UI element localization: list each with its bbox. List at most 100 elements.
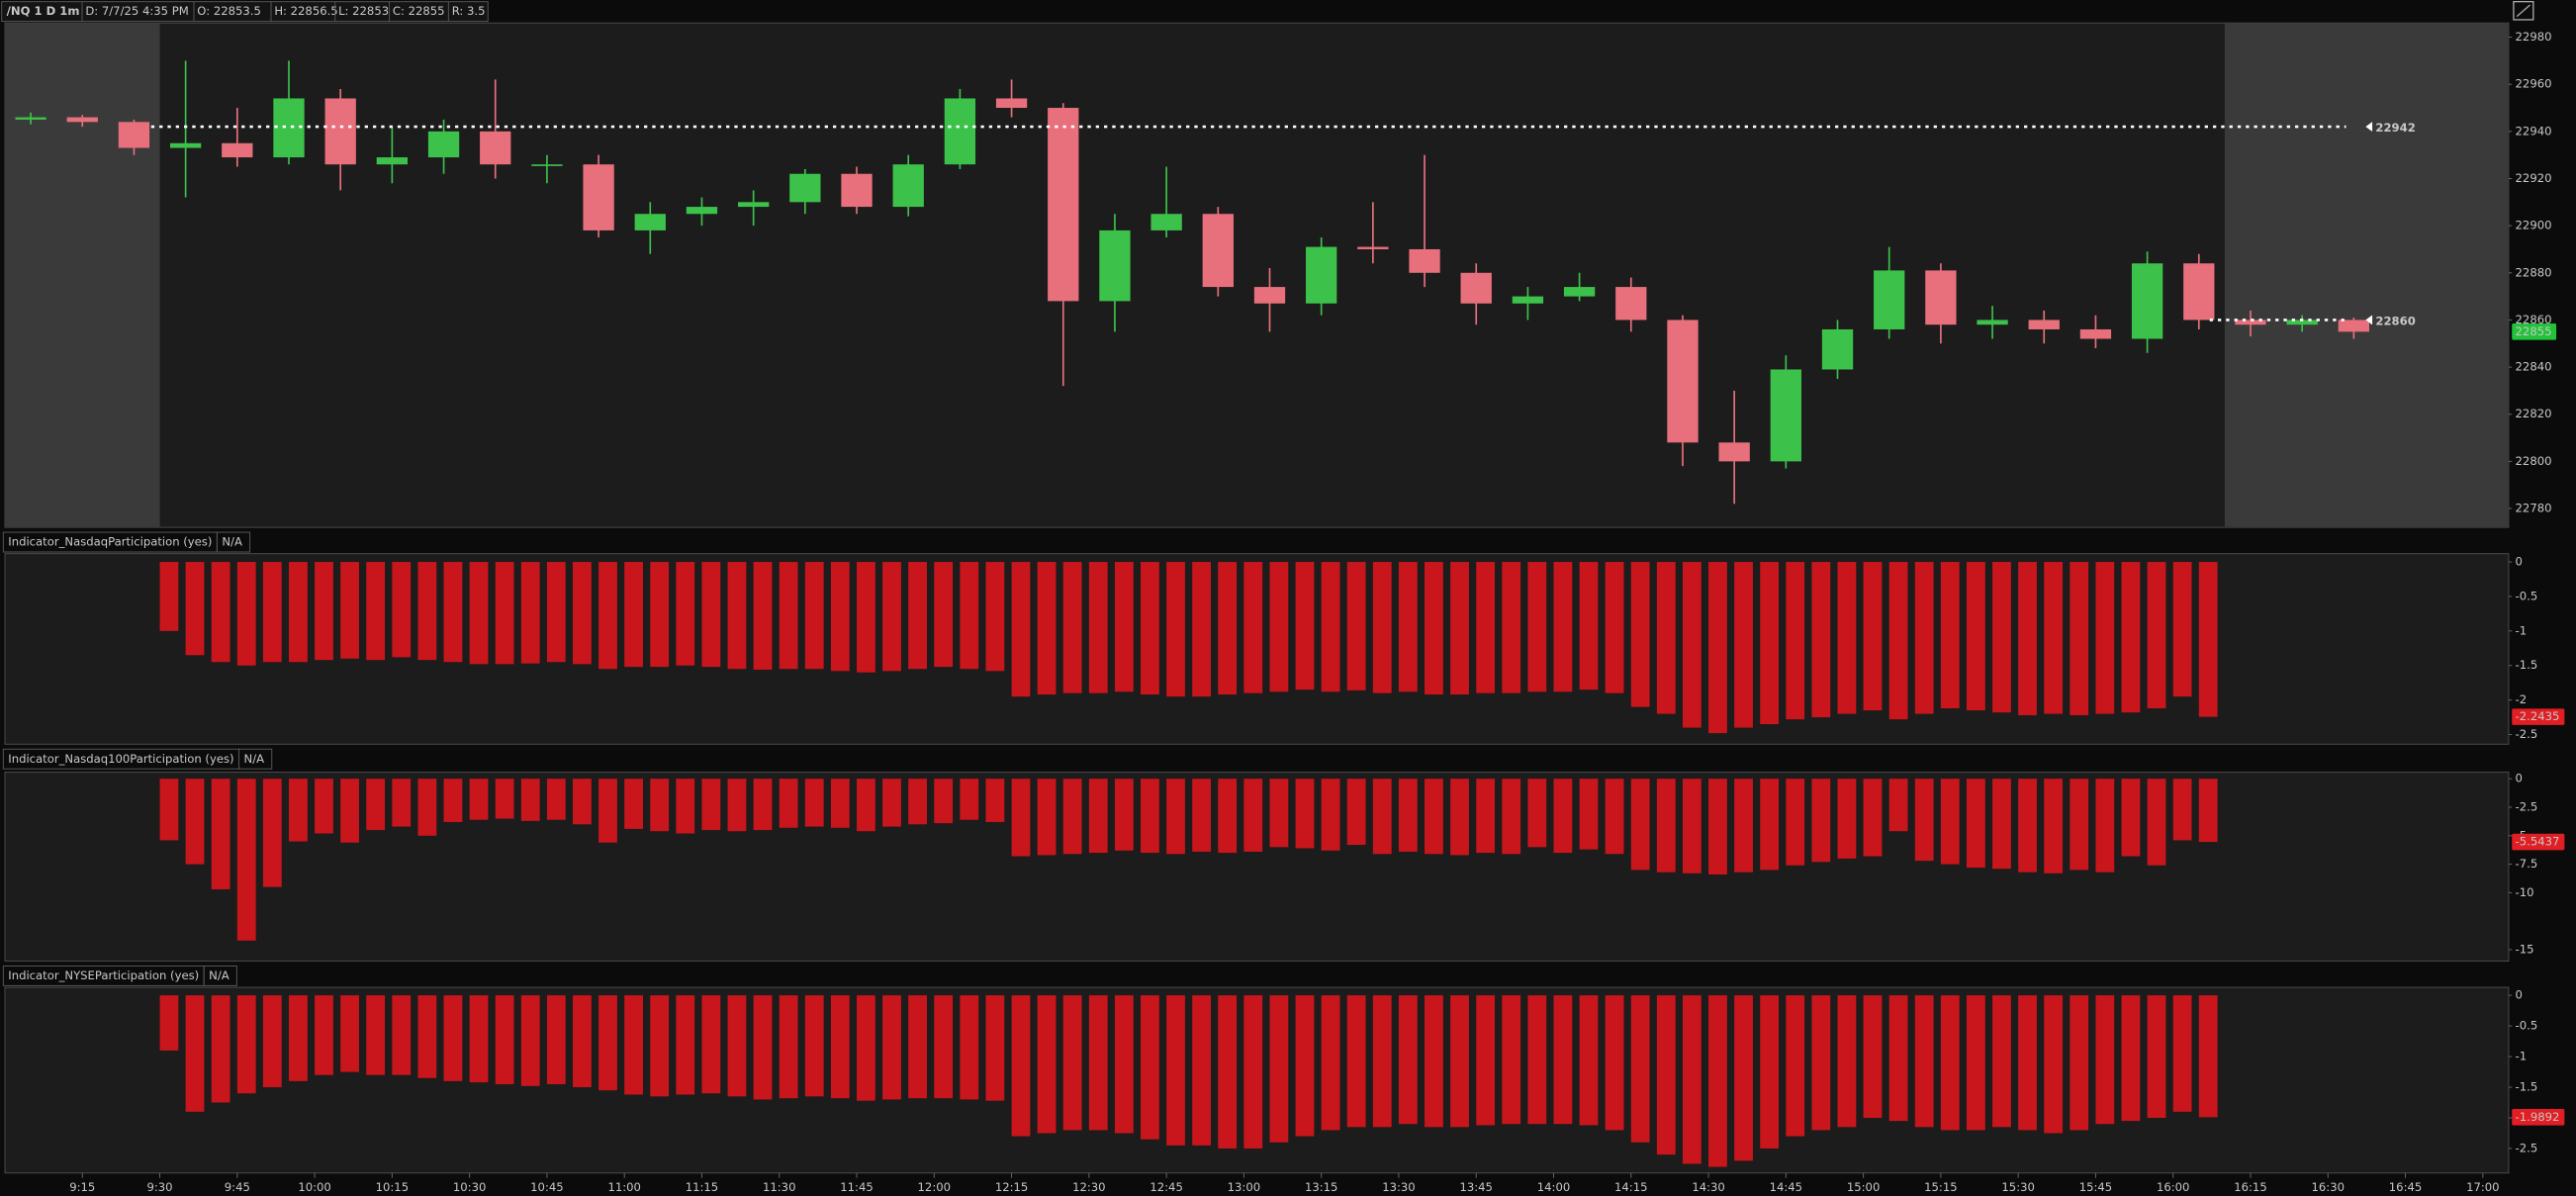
menu-icon[interactable] <box>2513 0 2534 21</box>
y-tick-label: -2.5 <box>2516 727 2538 741</box>
bar <box>1192 562 1212 697</box>
bar <box>2172 995 2192 1112</box>
bar <box>1476 779 1496 854</box>
bar <box>1914 995 1934 1128</box>
bar <box>1527 779 1547 848</box>
bar <box>1811 562 1831 718</box>
bar <box>650 562 670 668</box>
bar <box>1940 779 1960 865</box>
bar <box>1708 779 1727 874</box>
y-tick-label: -7.5 <box>2516 857 2538 871</box>
bar <box>960 562 979 670</box>
bar <box>159 779 179 841</box>
bar <box>1837 779 1857 859</box>
bar <box>315 995 333 1075</box>
bar <box>960 995 979 1100</box>
bar <box>2095 562 2115 714</box>
bar <box>1476 995 1496 1126</box>
candle-body <box>15 117 46 120</box>
last-value-label: -1.9892 <box>2516 1110 2560 1124</box>
bar <box>1914 779 1934 862</box>
bar <box>1888 779 1908 832</box>
y-tick-label: 22940 <box>2516 124 2552 138</box>
bar <box>1863 779 1883 857</box>
bar <box>1450 779 1469 856</box>
bar <box>1037 562 1057 695</box>
bar <box>520 995 540 1086</box>
y-tick-label: 22840 <box>2516 360 2552 374</box>
bar <box>520 562 540 664</box>
bar <box>1218 995 1238 1149</box>
x-tick-label: 11:30 <box>763 1180 795 1194</box>
bar <box>1321 562 1340 692</box>
bar <box>1346 562 1366 690</box>
bar <box>1527 562 1547 692</box>
bar <box>1863 995 1883 1119</box>
y-tick-label: 22900 <box>2516 219 2552 232</box>
bar <box>1243 562 1263 693</box>
bar <box>1837 562 1857 714</box>
status-tab <box>216 531 251 553</box>
bar <box>1141 562 1159 695</box>
x-tick-label: 14:45 <box>1770 1180 1802 1194</box>
bar <box>1553 562 1573 692</box>
bar <box>288 779 308 842</box>
indicator-status: N/A <box>209 968 230 982</box>
y-tick-label: 0 <box>2516 988 2523 1002</box>
candle-body <box>737 202 770 208</box>
bar <box>1992 995 2011 1128</box>
candle-body <box>892 164 924 208</box>
bar <box>340 995 359 1072</box>
bar <box>1656 995 1676 1155</box>
bar <box>1811 995 1831 1131</box>
bar <box>1527 995 1547 1125</box>
status-tab <box>238 748 273 770</box>
bar <box>2147 995 2166 1119</box>
bar <box>443 995 463 1081</box>
bar <box>779 562 798 670</box>
bar <box>1088 562 1108 693</box>
bar <box>236 562 256 666</box>
bar <box>1141 779 1159 854</box>
candle-body <box>1874 270 1905 329</box>
panel <box>4 22 2510 528</box>
last-price-label: 22855 <box>2516 324 2552 338</box>
bar <box>624 779 643 829</box>
bar <box>598 779 617 843</box>
candle-body <box>1563 287 1596 297</box>
candle-body <box>2286 320 2318 325</box>
header-item: L: 22853 <box>338 4 389 18</box>
candle-body <box>841 173 873 208</box>
bar <box>882 995 901 1100</box>
bar <box>288 562 308 663</box>
bar <box>2147 779 2166 866</box>
candle-body <box>427 131 460 158</box>
candle-body <box>1202 214 1234 288</box>
bar <box>392 562 412 658</box>
bar <box>2172 562 2192 697</box>
bar <box>1346 995 1366 1128</box>
bar <box>1966 995 1985 1131</box>
y-tick-label: -15 <box>2516 942 2534 956</box>
bar <box>1966 562 1985 711</box>
symbol: /NQ 1 D 1m <box>7 4 80 18</box>
x-tick-label: 10:45 <box>530 1180 563 1194</box>
indicator-status: N/A <box>222 535 242 549</box>
bar <box>1863 562 1883 711</box>
bar <box>1786 779 1805 866</box>
bar <box>985 995 1005 1101</box>
bar <box>1372 995 1392 1128</box>
bar <box>676 562 695 666</box>
candle-body <box>531 164 563 166</box>
bar <box>469 779 489 820</box>
bar <box>1243 779 1263 852</box>
x-tick-label: 13:30 <box>1382 1180 1415 1194</box>
bar <box>2198 562 2218 717</box>
bar <box>1579 779 1599 850</box>
bar <box>753 995 773 1100</box>
bar <box>985 562 1005 672</box>
bar <box>882 562 901 672</box>
bar <box>1425 779 1443 855</box>
bar <box>2070 995 2089 1131</box>
